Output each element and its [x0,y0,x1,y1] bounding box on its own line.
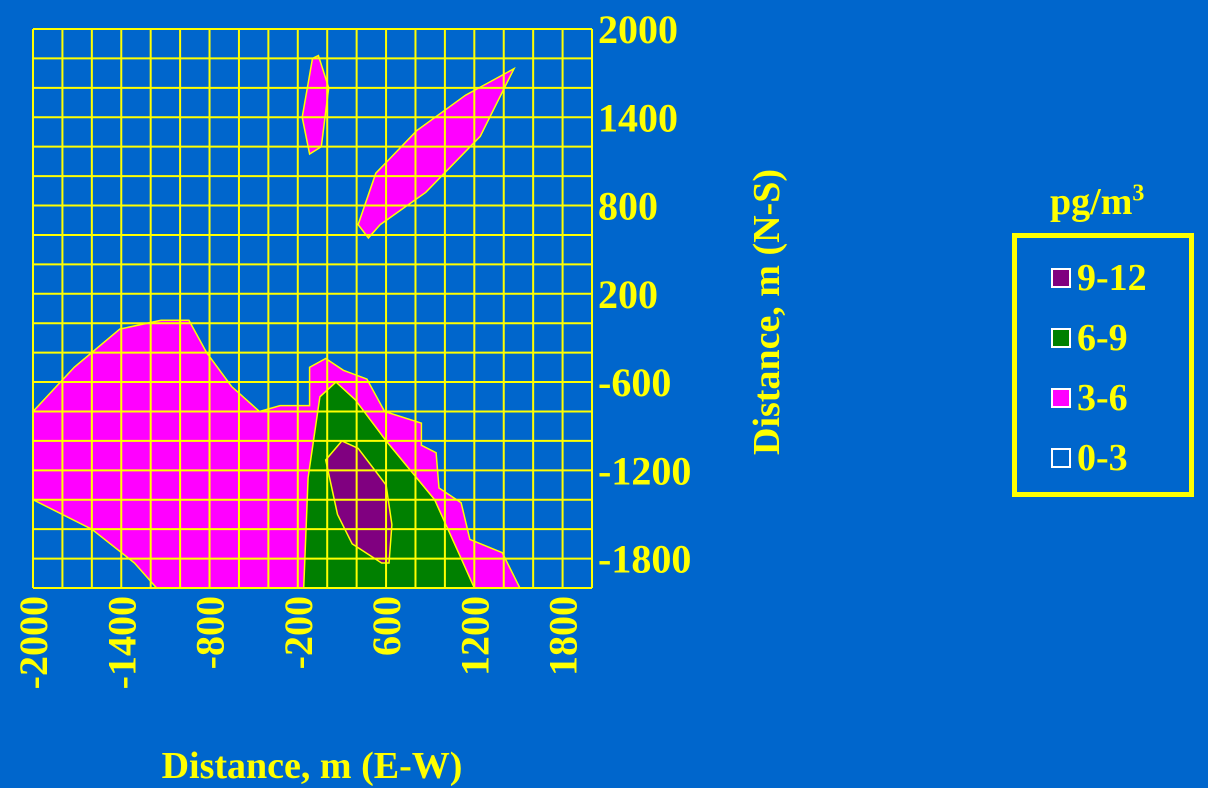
y-tick-label: 2000 [598,7,678,52]
legend-item-9-12: 9-12 [1051,257,1147,299]
legend-swatch-9-12 [1051,268,1071,288]
y-axis-title: Distance, m (N-S) [746,169,788,455]
legend-item-6-9: 6-9 [1051,317,1128,359]
legend-swatch-3-6 [1051,388,1071,408]
legend-item-0-3: 0-3 [1051,437,1128,479]
x-tick-label: -2000 [11,596,56,689]
legend-label-0-3: 0-3 [1077,437,1128,479]
x-tick-label: -1400 [99,596,144,689]
grid [32,28,593,589]
legend-swatch-6-9 [1051,328,1071,348]
legend-label-6-9: 6-9 [1077,317,1128,359]
legend-item-3-6: 3-6 [1051,377,1128,419]
y-tick-label: -600 [598,360,671,405]
y-tick-label: 200 [598,272,658,317]
legend-label-3-6: 3-6 [1077,377,1128,419]
legend-title-superscript: 3 [1132,180,1145,207]
legend: 9-12 6-9 3-6 0-3 [1012,233,1194,497]
x-tick-label: -200 [276,596,321,669]
y-tick-label: -1800 [598,537,691,582]
contour-region-3-6-1 [301,54,330,156]
y-tick-label: 1400 [598,95,678,140]
y-tick-label: -1200 [598,448,691,493]
legend-label-9-12: 9-12 [1077,257,1147,299]
y-tick-label: 800 [598,184,658,229]
x-axis-title: Distance, m (E-W) [162,745,463,787]
legend-title-unit: pg/m [1050,181,1133,223]
y-tick-labels: 2000 1400 800 200 -600 -1200 -1800 [598,7,691,582]
contour-region-6-9-3 [302,381,476,589]
contour-layer [32,54,522,589]
legend-title: pg/m3 [1050,180,1144,224]
x-tick-label: -800 [188,596,233,669]
x-tick-label: 600 [364,596,409,656]
contour-region-3-6-2 [357,66,516,240]
x-tick-label: 1200 [452,596,497,676]
x-tick-label: 1800 [541,596,586,676]
x-tick-labels: -2000 -1400 -800 -200 600 1200 1800 [11,596,586,689]
legend-swatch-0-3 [1051,448,1071,468]
